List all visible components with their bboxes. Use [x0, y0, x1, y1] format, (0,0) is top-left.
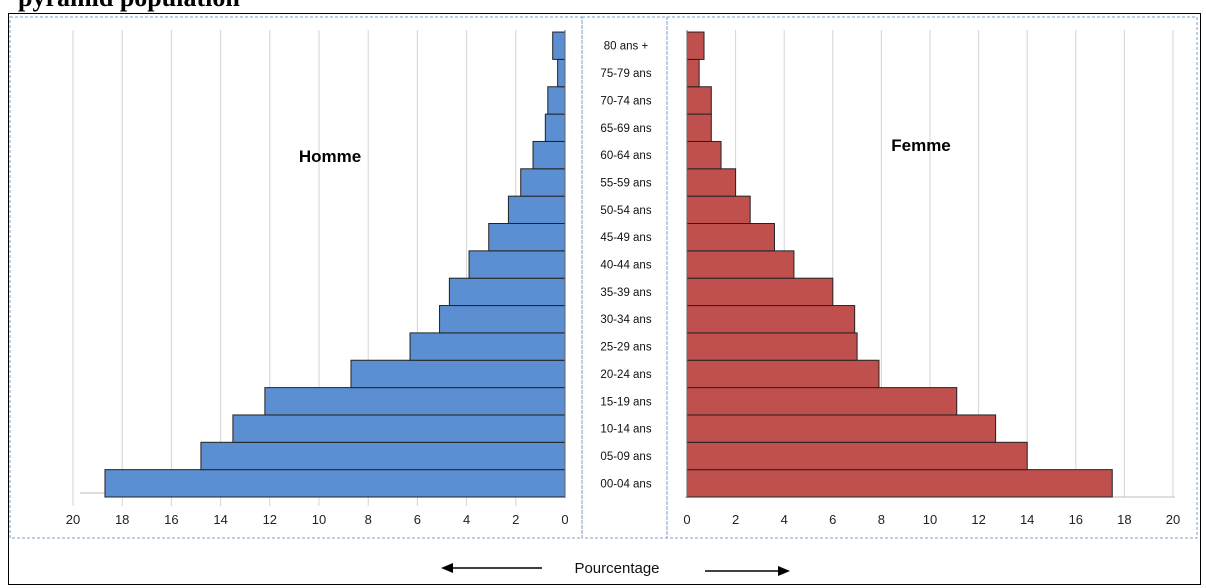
tick-label-men: 16	[164, 512, 178, 527]
age-label: 70-74 ans	[600, 95, 651, 107]
age-label: 80 ans +	[604, 41, 649, 53]
bar-men	[350, 359, 566, 389]
bar-women	[686, 113, 712, 142]
bar-men	[264, 387, 566, 416]
tick-label-men: 20	[66, 512, 80, 527]
bar-men	[448, 277, 566, 307]
bar-men	[409, 332, 566, 361]
tick-label-women: 18	[1117, 512, 1131, 527]
age-label: 35-39 ans	[600, 287, 651, 299]
bar-women	[686, 305, 856, 334]
bar-women	[686, 414, 997, 443]
bar-men	[488, 223, 566, 252]
clipped-title-strip: pyramid population	[0, 0, 1206, 14]
tick-label-women: 10	[923, 512, 937, 527]
right-panel-border	[666, 16, 1198, 539]
tick-label-men: 12	[263, 512, 277, 527]
bar-men	[468, 250, 566, 279]
tick-label-men: 14	[213, 512, 227, 527]
left-arrow-head	[441, 563, 453, 573]
bar-women	[686, 387, 958, 416]
bar-men	[547, 86, 566, 115]
tick-label-women: 14	[1020, 512, 1034, 527]
bar-women	[686, 277, 834, 307]
bar-women	[686, 31, 705, 60]
tick-label-women: 12	[971, 512, 985, 527]
age-label: 05-09 ans	[600, 451, 651, 463]
bar-women	[686, 86, 712, 115]
men-title: Homme	[299, 147, 361, 166]
bar-women	[686, 469, 1113, 498]
age-label: 00-04 ans	[600, 478, 651, 490]
tick-label-men: 18	[115, 512, 129, 527]
bar-women	[686, 168, 737, 197]
age-label: 15-19 ans	[600, 396, 651, 408]
bar-women	[686, 58, 700, 88]
tick-label-women: 4	[781, 512, 788, 527]
tick-label-women: 2	[732, 512, 739, 527]
chart-frame	[8, 13, 1201, 585]
age-label: 25-29 ans	[600, 342, 651, 354]
bar-women	[686, 441, 1028, 471]
x-axis-caption: Pourcentage	[574, 560, 659, 577]
age-label: 20-24 ans	[600, 369, 651, 381]
age-label: 55-59 ans	[600, 177, 651, 189]
right-arrow-head	[778, 566, 790, 576]
tick-label-women: 6	[829, 512, 836, 527]
bar-men	[439, 305, 566, 334]
bar-women	[686, 250, 795, 279]
bar-men	[232, 414, 566, 443]
bar-men	[557, 58, 566, 88]
bar-women	[686, 332, 858, 361]
tick-label-men: 2	[512, 512, 519, 527]
tick-label-women: 0	[683, 512, 690, 527]
bar-men	[520, 168, 566, 197]
bar-women	[686, 359, 880, 389]
bar-women	[686, 223, 775, 252]
age-label: 65-69 ans	[600, 123, 651, 135]
bar-women	[686, 195, 751, 224]
tick-label-men: 0	[561, 512, 568, 527]
bar-men	[507, 195, 566, 224]
tick-label-men: 8	[365, 512, 372, 527]
age-label: 50-54 ans	[600, 205, 651, 217]
bar-men	[544, 113, 566, 142]
tick-label-women: 16	[1069, 512, 1083, 527]
age-label: 30-34 ans	[600, 314, 651, 326]
tick-label-women: 20	[1166, 512, 1180, 527]
age-label: 45-49 ans	[600, 232, 651, 244]
bar-men	[200, 441, 566, 471]
tick-label-men: 6	[414, 512, 421, 527]
clipped-title: pyramid population	[18, 0, 240, 13]
bar-men	[104, 469, 566, 498]
age-label: 60-64 ans	[600, 150, 651, 162]
tick-label-men: 10	[312, 512, 326, 527]
age-label: 40-44 ans	[600, 260, 651, 272]
bar-men	[552, 31, 566, 60]
bar-men	[532, 140, 566, 170]
women-title: Femme	[891, 136, 951, 155]
tick-label-women: 8	[878, 512, 885, 527]
age-label: 10-14 ans	[600, 424, 651, 436]
age-label: 75-79 ans	[600, 68, 651, 80]
tick-label-men: 4	[463, 512, 470, 527]
bar-women	[686, 140, 722, 170]
